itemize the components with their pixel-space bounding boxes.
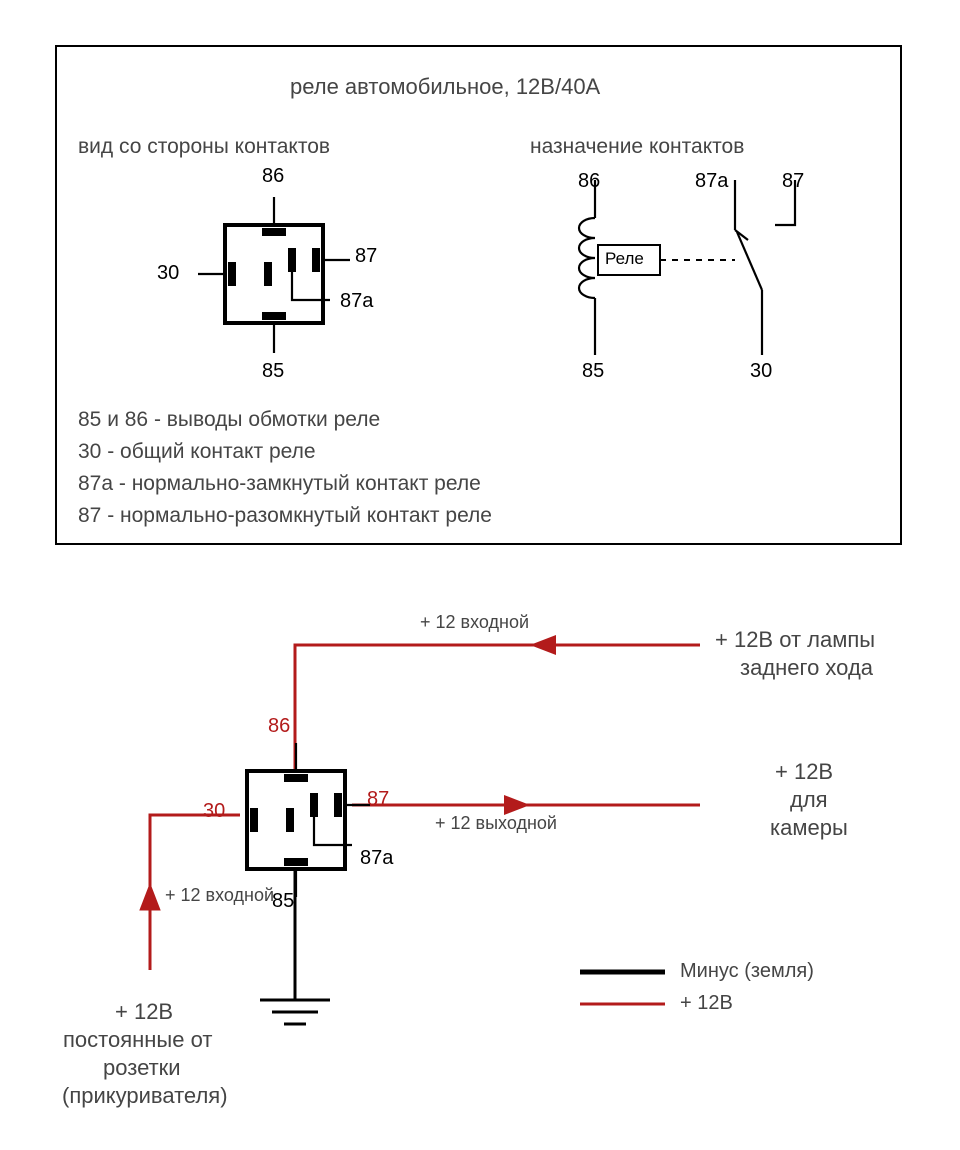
relay-schematic-right <box>520 170 850 390</box>
w-87: 87 <box>367 788 389 810</box>
w-87a: 87a <box>360 847 393 869</box>
right-heading: назначение контактов <box>530 135 744 158</box>
right-mid-1: + 12В <box>775 760 833 784</box>
note-2: 30 - общий контакт реле <box>78 440 316 463</box>
right-top-2: заднего хода <box>740 656 873 680</box>
sch-30: 30 <box>750 360 772 382</box>
out-right-label: + 12 выходной <box>435 814 557 834</box>
left-b-1: + 12В <box>115 1000 173 1024</box>
left-heading: вид со стороны контактов <box>78 135 330 158</box>
sch-87: 87 <box>782 170 804 192</box>
relay-pictogram-left <box>190 185 350 385</box>
note-3: 87а - нормально-замкнутый контакт реле <box>78 472 481 495</box>
left-b-3: розетки <box>103 1056 181 1080</box>
in-top-label: + 12 входной <box>420 613 529 633</box>
sch-85: 85 <box>582 360 604 382</box>
page: реле автомобильное, 12В/40А вид со сторо… <box>0 0 960 1150</box>
pin-86: 86 <box>262 165 284 187</box>
box-title: реле автомобильное, 12В/40А <box>290 75 600 99</box>
w-85: 85 <box>272 890 294 912</box>
pin-87: 87 <box>355 245 377 267</box>
left-b-2: постоянные от <box>63 1028 212 1052</box>
w-30: 30 <box>203 800 225 822</box>
right-mid-2: для <box>790 788 828 812</box>
sch-86: 86 <box>578 170 600 192</box>
w-86: 86 <box>268 715 290 737</box>
left-b-4: (прикуривателя) <box>62 1084 228 1108</box>
legend-plus: + 12В <box>680 992 733 1014</box>
note-1: 85 и 86 - выводы обмотки реле <box>78 408 380 431</box>
pin-87a: 87a <box>340 290 373 312</box>
note-4: 87 - нормально-разомкнутый контакт реле <box>78 504 492 527</box>
pin-85: 85 <box>262 360 284 382</box>
sch-87a: 87a <box>695 170 728 192</box>
pin-30: 30 <box>157 262 179 284</box>
in-left-label: + 12 входной <box>165 886 274 906</box>
right-mid-3: камеры <box>770 816 848 840</box>
relay-text: Реле <box>605 250 644 269</box>
legend-minus: Минус (земля) <box>680 960 814 982</box>
right-top-1: + 12В от лампы <box>715 628 875 652</box>
